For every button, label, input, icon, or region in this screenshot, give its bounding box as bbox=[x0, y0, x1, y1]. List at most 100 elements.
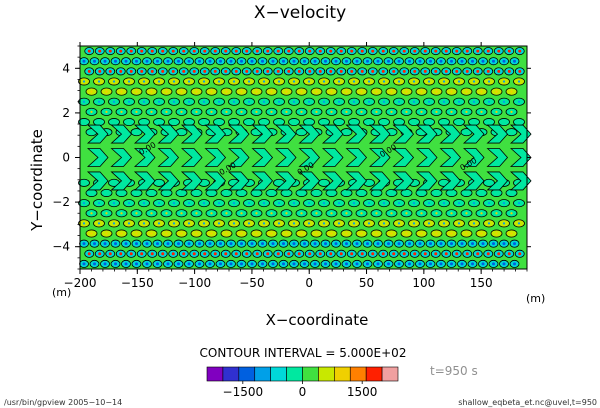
contour-core bbox=[429, 59, 432, 63]
contour-cell bbox=[505, 128, 518, 137]
contour-core bbox=[455, 252, 459, 256]
contour-core bbox=[234, 69, 238, 73]
contour-core bbox=[210, 232, 213, 235]
contour-chevron bbox=[133, 124, 156, 144]
colorbar-tick-label: 0 bbox=[299, 385, 307, 399]
contour-core bbox=[124, 262, 128, 266]
contour-cell bbox=[318, 178, 330, 187]
contour-chevron bbox=[110, 124, 133, 144]
plot-area: 0.000.00 0.000.000.00 bbox=[78, 45, 532, 270]
contour-core bbox=[142, 100, 146, 103]
contour-core bbox=[195, 110, 198, 113]
contour-core bbox=[418, 242, 422, 246]
contour-core bbox=[345, 242, 348, 246]
contour-core bbox=[271, 242, 275, 246]
contour-core bbox=[387, 59, 390, 63]
contour-core bbox=[112, 80, 116, 83]
contour-cell bbox=[340, 188, 353, 197]
contour-core bbox=[465, 69, 469, 73]
contour-core bbox=[270, 212, 273, 215]
contour-core bbox=[247, 80, 251, 83]
colorbar-swatch bbox=[318, 366, 335, 382]
contour-cell bbox=[280, 188, 293, 197]
contour-core bbox=[171, 252, 175, 256]
contour-core bbox=[450, 59, 453, 63]
contour-core bbox=[108, 69, 112, 73]
contour-core bbox=[329, 252, 333, 256]
contour-core bbox=[465, 49, 469, 53]
contour-core bbox=[352, 222, 356, 225]
contour-core bbox=[240, 232, 243, 235]
colorbar-tick-label: 1500 bbox=[347, 385, 378, 399]
contour-core bbox=[213, 252, 217, 256]
contour-core bbox=[308, 49, 312, 53]
contour-core bbox=[367, 100, 371, 103]
contour-core bbox=[97, 80, 101, 83]
contour-core bbox=[271, 262, 275, 266]
contour-core bbox=[157, 80, 161, 83]
contour-core bbox=[420, 232, 423, 235]
contour-core bbox=[434, 49, 438, 53]
contour-core bbox=[172, 100, 176, 103]
contour-core bbox=[322, 100, 326, 103]
contour-chevron bbox=[86, 124, 109, 144]
contour-core bbox=[217, 80, 221, 83]
contour-core bbox=[292, 100, 296, 103]
contour-core bbox=[187, 222, 191, 225]
contour-core bbox=[229, 242, 233, 246]
x-tick-label: −100 bbox=[178, 276, 211, 290]
contour-core bbox=[375, 212, 378, 215]
contour-chevron bbox=[251, 148, 274, 167]
contour-core bbox=[255, 252, 259, 256]
contour-core bbox=[229, 59, 233, 63]
contour-chevron bbox=[274, 148, 297, 167]
contour-cell bbox=[378, 118, 390, 127]
contour-core bbox=[420, 90, 423, 93]
x-tick-label: −150 bbox=[121, 276, 154, 290]
contour-core bbox=[307, 202, 311, 205]
contour-core bbox=[187, 59, 191, 63]
contour-core bbox=[495, 232, 498, 235]
contour-core bbox=[224, 252, 228, 256]
contour-core bbox=[165, 232, 168, 235]
contour-core bbox=[245, 252, 249, 256]
contour-core bbox=[337, 80, 341, 83]
contour-core bbox=[270, 232, 273, 235]
contour-core bbox=[287, 252, 291, 256]
contour-core bbox=[261, 262, 264, 266]
contour-core bbox=[172, 202, 176, 205]
contour-chevron bbox=[298, 171, 321, 191]
contour-chevron bbox=[509, 124, 532, 144]
contour-core bbox=[345, 212, 348, 215]
contour-core bbox=[367, 80, 371, 83]
contour-core bbox=[303, 262, 306, 266]
contour-cell bbox=[250, 188, 263, 197]
contour-core bbox=[510, 90, 513, 93]
contour-core bbox=[329, 49, 333, 53]
contour-core bbox=[195, 90, 198, 93]
contour-core bbox=[497, 49, 501, 53]
contour-core bbox=[262, 202, 266, 205]
contour-core bbox=[513, 242, 516, 246]
contour-core bbox=[439, 242, 443, 246]
contour-core bbox=[105, 90, 108, 93]
contour-core bbox=[412, 202, 416, 205]
contour-core bbox=[427, 100, 431, 103]
contour-core bbox=[93, 242, 96, 246]
contour-core bbox=[397, 262, 401, 266]
y-tick-label: 0 bbox=[62, 151, 70, 165]
contour-core bbox=[203, 252, 207, 256]
contour-core bbox=[329, 69, 333, 73]
contour-core bbox=[292, 80, 296, 83]
contour-core bbox=[245, 69, 249, 73]
contour-core bbox=[392, 49, 396, 53]
contour-cell bbox=[145, 188, 158, 197]
contour-chevron bbox=[392, 171, 415, 191]
contour-core bbox=[157, 222, 161, 225]
contour-cell bbox=[423, 118, 435, 127]
y-tick-label: 4 bbox=[62, 61, 70, 75]
contour-cell bbox=[400, 188, 413, 197]
contour-core bbox=[120, 212, 123, 215]
contour-core bbox=[507, 252, 511, 256]
contour-chevron bbox=[462, 171, 485, 191]
